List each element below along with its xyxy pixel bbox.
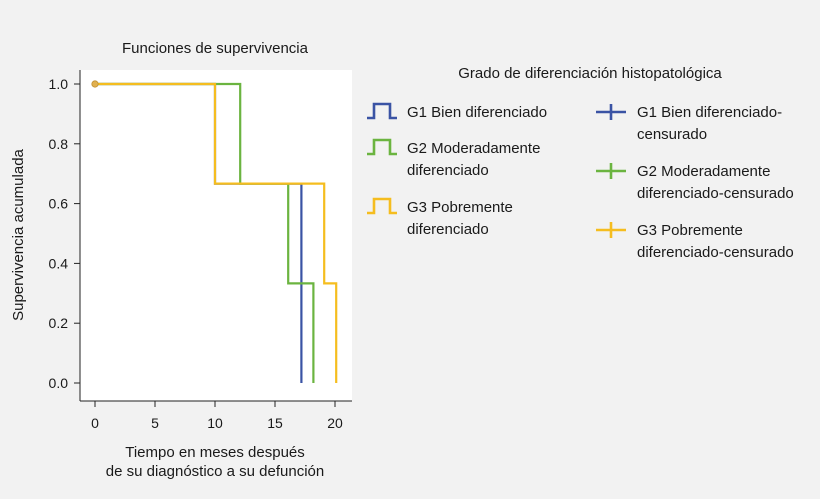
y-tick-label: 0.4: [49, 255, 69, 271]
legend-censored-label-g3: G3 Pobremente: [637, 222, 743, 239]
x-tick-label: 15: [267, 415, 283, 431]
legend-label-g1: G1 Bien diferenciado: [407, 104, 547, 121]
series-layer: [91, 80, 338, 383]
y-axis-label: Supervivencia acumulada: [10, 148, 27, 320]
legend-censored-label-g1: censurado: [637, 126, 707, 143]
legend-swatch-g3: [367, 197, 397, 215]
legend-label-g3: diferenciado: [407, 221, 489, 238]
x-axis-label-line-1: Tiempo en meses después: [125, 444, 305, 461]
legend-label-g2: G2 Moderadamente: [407, 140, 540, 157]
axes: 0.0 0.2 0.4 0.6 0.8 1.0 0 5 10 15 20: [49, 70, 352, 431]
y-tick-label: 1.0: [49, 76, 69, 92]
legend-title: Grado de diferenciación histopatológica: [458, 65, 722, 82]
y-tick-label: 0.6: [49, 196, 69, 212]
legend-censored-label-g3: diferenciado-censurado: [637, 244, 794, 261]
y-tick-label: 0.0: [49, 375, 69, 391]
y-tick-label: 0.2: [49, 315, 69, 331]
start-point-marker: [91, 80, 99, 88]
legend-swatch-g2: [367, 138, 397, 156]
y-tick-label: 0.8: [49, 136, 69, 152]
legend: G1 Bien diferenciado G1 Bien diferenciado…: [367, 102, 794, 261]
legend-label-g3: G3 Pobremente: [407, 199, 513, 216]
legend-censored-label-g2: diferenciado-censurado: [637, 185, 794, 202]
x-tick-label: 10: [207, 415, 223, 431]
x-tick-label: 20: [327, 415, 343, 431]
x-axis-label-line-2: de su diagnóstico a su defunción: [106, 463, 325, 480]
series-line-g3: [95, 82, 338, 383]
legend-swatch-g1: [367, 102, 397, 120]
legend-censored-label-g1: G1 Bien diferenciado-: [637, 104, 782, 121]
chart-title: Funciones de supervivencia: [122, 40, 309, 57]
legend-censored-label-g2: G2 Moderadamente: [637, 163, 770, 180]
legend-label-g2: diferenciado: [407, 162, 489, 179]
x-tick-label: 5: [151, 415, 159, 431]
x-tick-label: 0: [91, 415, 99, 431]
